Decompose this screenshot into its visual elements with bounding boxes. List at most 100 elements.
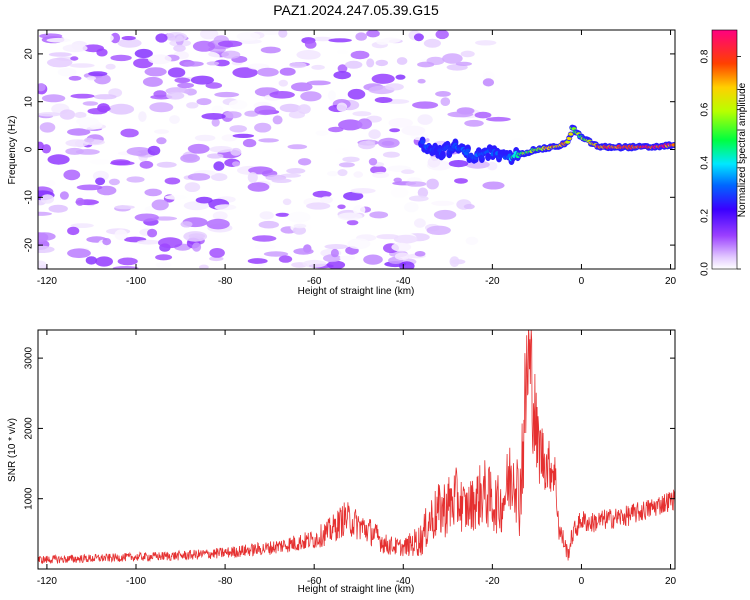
spectrogram-cell — [423, 38, 441, 48]
spectrogram-cell — [338, 162, 355, 168]
spectrogram-cell — [192, 40, 216, 52]
spectrogram-cell — [417, 187, 429, 198]
spectrogram-cell — [435, 91, 451, 97]
spectrogram-cell — [330, 248, 339, 258]
spectrogram-cell — [39, 33, 63, 39]
spectrogram-cell — [296, 50, 321, 60]
spectrogram-cell — [223, 111, 242, 119]
spectrogram-cell — [395, 74, 406, 80]
spectrogram-cell — [420, 139, 426, 145]
spectrogram-cell — [155, 33, 168, 43]
spectrogram-cell — [229, 125, 247, 133]
spectrogram-cell — [431, 200, 455, 206]
spectrogram-cell — [286, 168, 306, 174]
spectrogram-cell — [164, 177, 181, 185]
spectrogram-cell — [366, 58, 375, 68]
spectrogram-cell — [263, 251, 289, 257]
spectrogram-cell — [169, 115, 180, 124]
spectrogram-cell — [232, 133, 255, 138]
spectrogram-cell — [306, 80, 331, 86]
spectrogram-cell — [258, 138, 279, 143]
spectrogram-cell — [155, 262, 172, 268]
spectrogram-cell — [254, 244, 276, 250]
spectrogram-cell — [38, 112, 62, 117]
x-tick-label: -100 — [126, 276, 146, 287]
spectrogram-cell — [147, 145, 161, 156]
spectrogram-cell — [86, 76, 97, 81]
spectrogram-cell — [269, 91, 295, 99]
spectrogram-cell — [417, 78, 426, 84]
spectrogram-cell — [93, 74, 111, 85]
spectrogram-cell — [454, 178, 468, 184]
spectrogram-cell — [184, 182, 201, 193]
x-tick-label: -40 — [396, 276, 411, 287]
spectrogram-cell — [336, 102, 348, 112]
spectrogram-cell — [230, 147, 242, 156]
spectrogram-cell — [257, 67, 279, 77]
spectrogram-cell — [414, 218, 426, 228]
spectrogram-cell — [108, 178, 120, 186]
spectrogram-cell — [213, 161, 225, 171]
spectrogram-cell — [374, 97, 393, 103]
spectrogram-cell — [376, 234, 400, 240]
spectrogram-cell — [382, 151, 400, 158]
spectrogram-cell — [84, 137, 95, 143]
spectrogram-cell — [260, 46, 281, 54]
spectrogram-cell — [205, 82, 223, 89]
spectrogram-cell — [482, 181, 505, 190]
spectrogram-cell — [232, 67, 258, 78]
spectrogram-cell — [449, 256, 460, 267]
y-tick-label: 0 — [24, 146, 35, 152]
spectrogram-cell — [486, 116, 511, 122]
colorbar-tick-label: 0.2 — [700, 209, 711, 223]
spectrogram-cell — [510, 138, 526, 147]
x-tick-label: -120 — [37, 576, 57, 587]
spectrogram-cell — [166, 91, 185, 100]
spectrogram-cell — [105, 63, 116, 70]
spectrogram-cell — [95, 177, 106, 186]
spectrogram-cell — [279, 103, 301, 113]
colorbar-tick-label: 0.0 — [700, 262, 711, 276]
spectrogram-cell — [117, 257, 138, 266]
spectrogram-cell — [183, 61, 204, 67]
spectrogram-cell — [75, 149, 100, 155]
spectrogram-cell — [368, 158, 378, 166]
spectrogram-xlabel: Height of straight line (km) — [298, 286, 415, 297]
spectrogram-cell — [287, 211, 311, 223]
spectrogram-cell — [192, 242, 202, 252]
spectrogram-cell — [200, 30, 219, 40]
spectrogram-cell — [293, 248, 314, 255]
spectrogram-cell — [566, 136, 572, 141]
spectrogram-cell — [298, 158, 312, 166]
x-tick-label: -60 — [307, 276, 322, 287]
spectrogram-cell — [40, 194, 55, 204]
spectrogram-cell — [440, 97, 451, 106]
spectrogram-cell — [327, 90, 336, 101]
spectrogram-cell — [92, 33, 114, 43]
spectrogram-cell — [465, 160, 490, 169]
spectrogram-cell — [156, 161, 177, 168]
spectrogram-cell — [372, 171, 390, 179]
spectrogram-cell — [126, 176, 145, 183]
spectrogram-cell — [190, 75, 214, 85]
spectrogram-cell — [45, 180, 56, 187]
spectrogram-cell — [47, 154, 70, 165]
spectrogram-cell — [186, 102, 199, 109]
spectrogram-cell — [369, 211, 389, 219]
spectrogram-cell — [164, 194, 187, 200]
spectrogram-cell — [258, 30, 282, 35]
spectrogram-cell — [405, 181, 427, 187]
spectrogram-cell — [355, 32, 368, 41]
spectrogram-cell — [112, 266, 139, 269]
spectrogram-cell — [440, 150, 446, 156]
spectrogram-cell — [278, 30, 288, 38]
spectrogram-cell — [339, 255, 356, 261]
spectrogram-cell — [404, 202, 419, 213]
spectrogram-cell — [282, 198, 292, 206]
spectrogram-cell — [62, 44, 88, 53]
x-tick-label: -100 — [126, 576, 146, 587]
spectrogram-cell — [389, 128, 400, 133]
spectrogram-cell — [151, 199, 169, 211]
spectrogram-cell — [67, 226, 80, 236]
spectrogram-cell — [47, 57, 73, 68]
